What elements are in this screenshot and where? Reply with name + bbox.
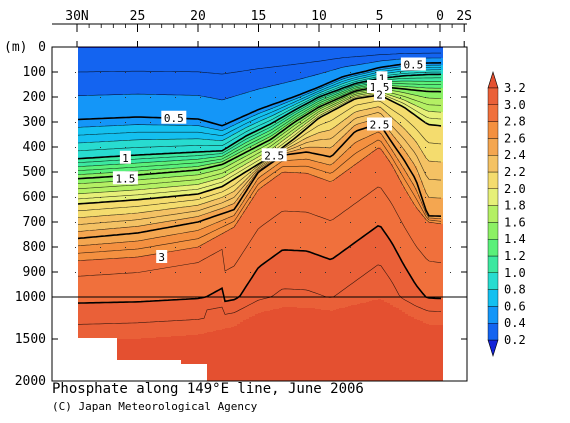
colorbar-label: 1.8	[504, 199, 526, 213]
colorbar-segment	[487, 138, 499, 156]
contour-label: 0.5	[164, 112, 184, 125]
contour-label-bg	[119, 150, 131, 164]
contour-label: 1	[122, 152, 129, 165]
colorbar-max-arrow	[487, 70, 499, 89]
contour-label-bg	[367, 117, 392, 131]
colorbar-label: 2.4	[504, 148, 526, 162]
y-tick-label: 900	[23, 265, 46, 280]
colorbar-label: 2.6	[504, 131, 526, 145]
contour-label: 1.5	[115, 172, 135, 185]
y-tick-label: 300	[23, 115, 46, 130]
y-tick-label: 500	[23, 165, 46, 180]
contour-label: 2.5	[264, 149, 284, 162]
x-tick-label: 10	[311, 9, 327, 24]
y-axis-label: (m)	[4, 40, 27, 55]
colorbar-segment	[487, 121, 499, 139]
contour-label-bg	[374, 87, 385, 101]
x-axis-ticks: 30N 25 20 15 10 5 0 2S	[65, 9, 472, 47]
colorbar-label: 1.2	[504, 249, 526, 263]
y-tick-label: 2000	[15, 374, 46, 389]
contour-label: 2	[376, 89, 383, 102]
x-tick-label: 5	[376, 9, 384, 24]
colorbar-segment	[487, 171, 499, 189]
colorbar-segment	[487, 104, 499, 122]
contour-label: 0.5	[403, 59, 423, 72]
station-grid-dots	[75, 72, 451, 273]
colorbar-label: 1.0	[504, 266, 526, 280]
colorbar-label: 3.0	[504, 98, 526, 112]
contour-label-bg	[161, 110, 187, 124]
y-tick-label: 200	[23, 90, 46, 105]
plot-frame	[51, 23, 468, 382]
colorbar-label: 1.4	[504, 232, 526, 246]
x-tick-label: 25	[130, 9, 146, 24]
colorbar-label: 1.6	[504, 215, 526, 229]
colorbar-segment	[487, 323, 499, 341]
y-tick-label: 800	[23, 240, 46, 255]
colorbar-label: 2.2	[504, 165, 526, 179]
colorbar-label: 0.2	[504, 333, 526, 347]
x-tick-label: 2S	[456, 9, 472, 24]
colorbar: 0.2 0.4 0.6 0.8 1.0 1.2 1.4 1.6 1.8 2.0 2.2 2.4 2.6 2…	[487, 70, 526, 358]
y-axis-ticks: 0 100 200 300 400 500 600 700 800 900 1000 1500 2000	[15, 40, 467, 389]
colorbar-segment	[487, 289, 499, 307]
colorbar-segment	[487, 306, 499, 324]
contour-label-bg	[156, 250, 168, 263]
colorbar-segment	[487, 205, 499, 223]
colorbar-label: 3.2	[504, 81, 526, 95]
contour-labels: 0.511.522.50.511.52.53	[112, 57, 426, 264]
contour-label: 1	[379, 72, 386, 85]
y-tick-label: 400	[23, 140, 46, 155]
colorbar-label: 2.0	[504, 182, 526, 196]
chart-title: Phosphate along 149°E line, June 2006	[52, 381, 364, 397]
x-tick-label: 30N	[65, 9, 88, 24]
y-tick-label: 600	[23, 190, 46, 205]
y-tick-label: 0	[38, 40, 46, 55]
credit-line: (C) Japan Meteorological Agency	[52, 400, 258, 413]
contour-label-bg	[112, 171, 138, 185]
colorbar-label: 0.8	[504, 283, 526, 297]
contour-label-bg	[261, 148, 287, 162]
colorbar-segment	[487, 154, 499, 173]
colorbar-segment	[487, 238, 499, 257]
x-tick-label: 0	[436, 9, 444, 24]
y-tick-label: 1000	[15, 290, 46, 305]
colorbar-label: 0.6	[504, 299, 526, 313]
colorbar-segment	[487, 255, 499, 273]
colorbar-segment	[487, 188, 499, 206]
x-tick-label: 20	[190, 9, 206, 24]
contour-label: 2.5	[370, 119, 390, 132]
contour-label-bg	[367, 80, 392, 93]
colorbar-label: 0.4	[504, 316, 526, 330]
colorbar-segment	[487, 272, 499, 290]
y-tick-label: 100	[23, 65, 46, 80]
contour-label-bg	[376, 71, 388, 85]
y-tick-label: 700	[23, 215, 46, 230]
colorbar-min-arrow	[487, 339, 499, 358]
colorbar-label: 2.8	[504, 115, 526, 129]
x-tick-label: 15	[251, 9, 267, 24]
contour-label-bg	[400, 57, 426, 71]
y-tick-label: 1500	[15, 332, 46, 347]
colorbar-segment	[487, 87, 499, 105]
contour-label: 3	[158, 251, 165, 264]
colorbar-segment	[487, 222, 499, 240]
